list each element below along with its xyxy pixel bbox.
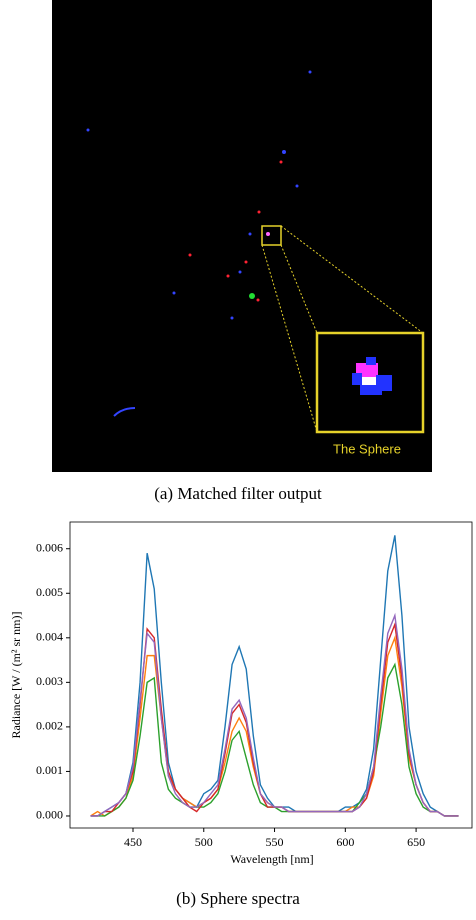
caption: (b) Sphere spectra: [176, 889, 300, 908]
y-tick-label: 0.002: [36, 719, 63, 733]
figure: The Sphere (a) Matched filter output 0.0…: [0, 0, 476, 920]
y-tick-label: 0.000: [36, 808, 63, 822]
series-line: [91, 638, 459, 816]
y-tick-label: 0.004: [36, 630, 63, 644]
y-tick-label: 0.005: [36, 585, 63, 599]
y-tick-label: 0.001: [36, 763, 63, 777]
caption: (a) Matched filter output: [154, 484, 322, 503]
x-tick-label: 450: [124, 835, 142, 849]
series-line: [91, 535, 459, 816]
x-tick-label: 650: [407, 835, 425, 849]
chart: 0.000 0.001 0.002 0.003 0.004 0.005 0.006 450 50…: [36, 522, 472, 849]
y-tick-label: 0.003: [36, 674, 63, 688]
x-axis-label: Wavelength [nm]: [230, 852, 313, 866]
y-axis-label: Radiance [W / (m² sr nm)]: [9, 611, 23, 738]
x-tick-label: 550: [266, 835, 284, 849]
page: The Sphere (a) Matched filter output 0.0…: [0, 0, 476, 920]
x-tick-label: 500: [195, 835, 213, 849]
y-tick-label: 0.006: [36, 540, 63, 554]
x-tick-label: 600: [336, 835, 354, 849]
inset-label: The Sphere: [333, 441, 401, 456]
